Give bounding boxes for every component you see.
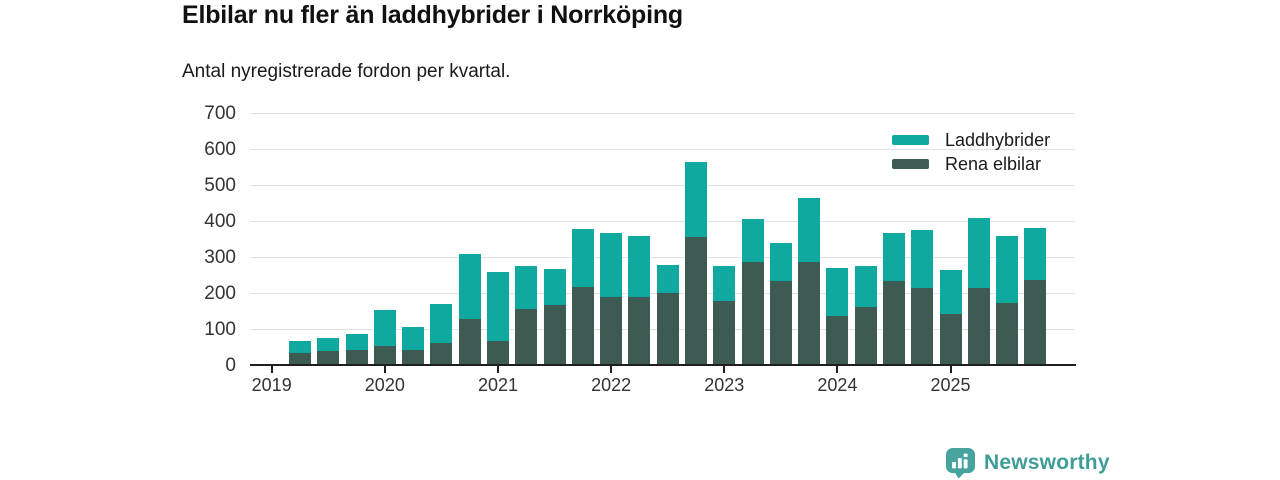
- legend-item-laddhybrider: Laddhybrider: [892, 128, 1050, 152]
- y-tick-label: 300: [204, 247, 236, 268]
- bar-segment-rena-elbilar: [373, 346, 396, 365]
- x-axis-tick: [723, 366, 726, 373]
- bar-segment-rena-elbilar: [571, 286, 594, 365]
- bar-segment-laddhybrider: [543, 269, 566, 305]
- bar-segment-laddhybrider: [826, 267, 849, 317]
- bar-segment-rena-elbilar: [967, 287, 990, 365]
- bar-segment-laddhybrider: [317, 338, 340, 351]
- grid-line: [250, 184, 1075, 186]
- x-tick-label: 2025: [930, 375, 971, 395]
- bar-segment-rena-elbilar: [741, 262, 764, 365]
- bar-segment-laddhybrider: [600, 232, 623, 297]
- legend-swatch-rena-elbilar: [892, 159, 929, 169]
- x-axis-tick: [836, 366, 839, 373]
- bar-segment-rena-elbilar: [486, 340, 509, 365]
- bar-segment-rena-elbilar: [826, 316, 849, 365]
- bar-segment-laddhybrider: [402, 326, 425, 351]
- bar-segment-rena-elbilar: [939, 314, 962, 365]
- newsworthy-logo: Newsworthy: [945, 447, 1110, 479]
- bar-segment-laddhybrider: [684, 161, 707, 238]
- bar-segment-laddhybrider: [288, 340, 311, 353]
- bar-segment-laddhybrider: [854, 265, 877, 308]
- bar-segment-laddhybrider: [515, 266, 538, 310]
- x-axis-line: [250, 364, 1076, 366]
- bar-segment-laddhybrider: [345, 334, 368, 350]
- bar-segment-rena-elbilar: [288, 352, 311, 365]
- x-axis-tick: [383, 366, 386, 373]
- x-tick-label: 2019: [251, 375, 292, 395]
- newsworthy-pin-barchart-icon: [945, 447, 976, 479]
- bar-segment-laddhybrider: [458, 254, 481, 319]
- bar-segment-rena-elbilar: [882, 280, 905, 365]
- grid-line: [250, 112, 1075, 114]
- bar-segment-laddhybrider: [939, 269, 962, 315]
- chart-subtitle: Antal nyregistrerade fordon per kvartal.: [182, 61, 511, 82]
- bar-segment-rena-elbilar: [713, 301, 736, 365]
- bar-segment-laddhybrider: [430, 303, 453, 344]
- bar-segment-rena-elbilar: [798, 262, 821, 365]
- legend-label: Rena elbilar: [945, 153, 1042, 174]
- bar-segment-rena-elbilar: [317, 350, 340, 365]
- y-tick-label: 600: [204, 139, 236, 160]
- bar-segment-rena-elbilar: [458, 318, 481, 365]
- y-tick-label: 200: [204, 283, 236, 304]
- bar-segment-rena-elbilar: [345, 349, 368, 365]
- bar-segment-rena-elbilar: [430, 343, 453, 365]
- bar-segment-laddhybrider: [996, 236, 1019, 303]
- bar-segment-laddhybrider: [571, 229, 594, 287]
- x-tick-label: 2023: [704, 375, 745, 395]
- bar-segment-laddhybrider: [373, 310, 396, 347]
- x-axis-tick: [270, 366, 273, 373]
- y-tick-label: 0: [225, 355, 236, 376]
- bar-segment-laddhybrider: [656, 265, 679, 293]
- bar-segment-laddhybrider: [882, 232, 905, 281]
- bar-segment-rena-elbilar: [543, 304, 566, 365]
- bar-segment-rena-elbilar: [769, 280, 792, 365]
- bar-segment-laddhybrider: [911, 230, 934, 288]
- bar-segment-laddhybrider: [1024, 227, 1047, 281]
- bar-segment-rena-elbilar: [600, 296, 623, 365]
- x-tick-label: 2024: [817, 375, 858, 395]
- bar-segment-laddhybrider: [967, 217, 990, 288]
- bar-segment-rena-elbilar: [628, 296, 651, 365]
- x-axis-tick: [949, 366, 952, 373]
- legend-label: Laddhybrider: [945, 129, 1051, 150]
- grid-line: [250, 148, 1075, 150]
- x-tick-label: 2020: [364, 375, 405, 395]
- bar-segment-laddhybrider: [628, 236, 651, 297]
- bar-segment-rena-elbilar: [684, 237, 707, 365]
- bar-segment-rena-elbilar: [515, 309, 538, 365]
- bar-segment-rena-elbilar: [854, 307, 877, 365]
- x-axis-tick: [496, 366, 499, 373]
- x-tick-label: 2021: [477, 375, 518, 395]
- bar-segment-laddhybrider: [798, 197, 821, 263]
- legend: Laddhybrider Rena elbilar: [892, 128, 1050, 176]
- y-tick-label: 700: [204, 103, 236, 124]
- legend-swatch-laddhybrider: [892, 135, 929, 145]
- legend-item-rena-elbilar: Rena elbilar: [892, 152, 1050, 176]
- x-axis-tick: [610, 366, 613, 373]
- bar-segment-laddhybrider: [713, 265, 736, 302]
- x-tick-label: 2022: [591, 375, 632, 395]
- chart-title: Elbilar nu fler än laddhybrider i Norrkö…: [182, 1, 683, 29]
- y-tick-label: 100: [204, 319, 236, 340]
- y-tick-label: 400: [204, 211, 236, 232]
- bar-segment-rena-elbilar: [996, 302, 1019, 365]
- brand-name: Newsworthy: [984, 451, 1110, 474]
- bar-segment-rena-elbilar: [911, 287, 934, 365]
- grid-line: [250, 220, 1075, 222]
- y-tick-label: 500: [204, 175, 236, 196]
- bar-segment-rena-elbilar: [656, 293, 679, 365]
- bar-segment-rena-elbilar: [402, 350, 425, 365]
- bar-segment-rena-elbilar: [1024, 280, 1047, 365]
- grid-line: [250, 256, 1075, 258]
- bar-segment-laddhybrider: [741, 218, 764, 263]
- bar-segment-laddhybrider: [769, 242, 792, 281]
- bar-segment-laddhybrider: [486, 272, 509, 341]
